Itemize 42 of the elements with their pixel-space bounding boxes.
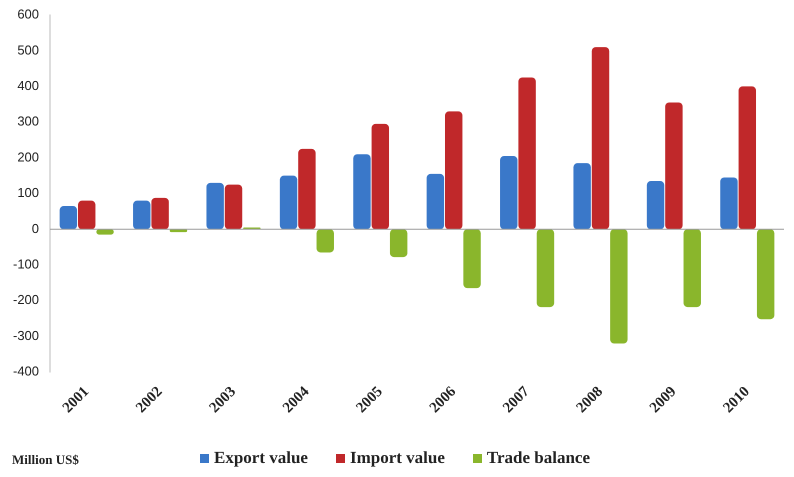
bar [133, 200, 150, 230]
y-tick-label: -300 [12, 328, 40, 343]
bar [390, 229, 408, 258]
y-tick-label: 500 [17, 42, 40, 58]
bar [426, 174, 444, 230]
bar [316, 229, 334, 252]
bar [592, 47, 610, 230]
bar [78, 200, 96, 230]
y-tick-label: -200 [12, 292, 40, 308]
legend-label: Import value [348, 448, 445, 468]
bar [573, 163, 591, 230]
y-tick-label: -100 [12, 256, 40, 272]
bar [610, 229, 628, 344]
bar [646, 181, 664, 230]
bar [224, 184, 242, 230]
y-tick-label: 400 [17, 78, 40, 93]
bar [684, 229, 701, 308]
y-tick-label: 300 [17, 114, 40, 129]
bar [463, 229, 481, 288]
bar [206, 182, 224, 230]
legend-label: Trade balance [486, 448, 590, 468]
bar [518, 77, 536, 230]
y-tick-label: -400 [12, 364, 40, 379]
legend-label: Export value [213, 448, 308, 468]
bar [151, 198, 169, 230]
bar [353, 154, 371, 230]
bar [536, 229, 554, 308]
y-tick-label: 200 [17, 149, 40, 164]
bar [720, 177, 738, 230]
y-tick-label: 0 [32, 220, 40, 236]
y-tick-label: 600 [17, 6, 40, 22]
bar [738, 86, 756, 230]
bar [60, 206, 78, 230]
bar [444, 111, 462, 230]
bar [756, 229, 774, 320]
bar [372, 124, 390, 230]
y-tick-label: 100 [17, 185, 40, 200]
bar [500, 156, 518, 230]
bar [665, 102, 683, 230]
bar [280, 176, 298, 230]
bar [298, 148, 316, 230]
y-axis-title: Million US$ [12, 452, 79, 468]
